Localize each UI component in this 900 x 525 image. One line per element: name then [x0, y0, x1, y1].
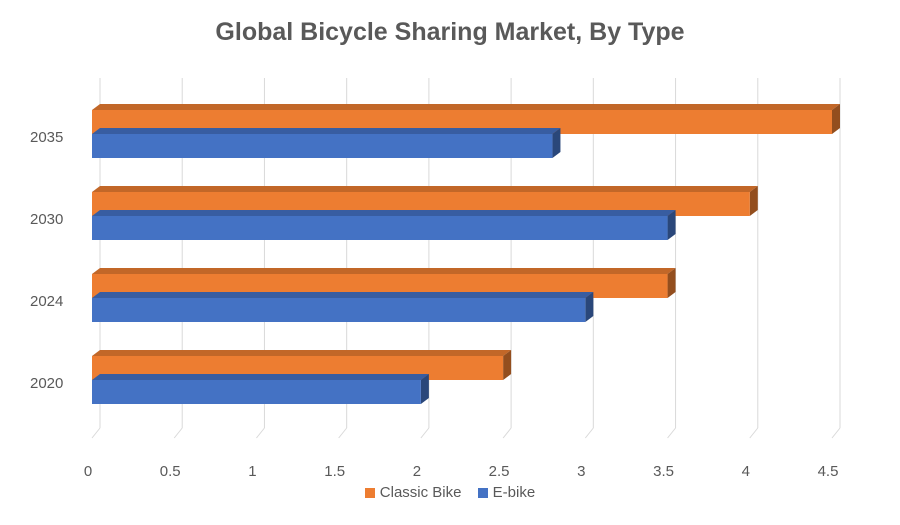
bar-front-face [92, 216, 668, 240]
x-tick-label: 2.5 [489, 463, 510, 480]
legend-label-e-bike: E-bike [492, 484, 536, 501]
legend-swatch-classic-bike [364, 487, 375, 498]
bar-top-face [92, 104, 840, 110]
bar-top-face [92, 186, 758, 192]
bar-top-face [92, 268, 676, 274]
gridline-floor [256, 427, 265, 439]
y-tick-label: 2024 [30, 293, 63, 310]
bar-e-bike-2035 [92, 128, 561, 158]
bar-side-face [420, 374, 429, 404]
legend-label-classic-bike: Classic Bike [379, 484, 462, 501]
bar-top-face [92, 128, 561, 134]
bar-top-face [92, 350, 512, 356]
y-tick-label: 2020 [30, 375, 63, 392]
x-tick-label: 3 [577, 463, 585, 480]
bar-top-face [92, 210, 676, 216]
bar-side-face [585, 292, 594, 322]
x-tick-label: 4.5 [818, 463, 839, 480]
legend-item-classic-bike: Classic Bike [364, 484, 462, 501]
gridline-floor [584, 427, 594, 439]
bar-top-face [92, 374, 429, 380]
x-tick-label: 1 [248, 463, 256, 480]
x-tick-labels: 0 0.5 1 1.5 2 2.5 3 3.5 4 4.5 [84, 463, 839, 480]
x-tick-label: 2 [413, 463, 421, 480]
gridline-floor [749, 427, 759, 439]
bar-top-face [92, 292, 594, 298]
gridline-floor [831, 427, 841, 439]
legend: Classic Bike E-bike [0, 484, 900, 502]
y-tick-label: 2035 [30, 129, 63, 146]
gridline-floor [502, 427, 512, 439]
x-tick-label: 3.5 [653, 463, 674, 480]
gridline-floor [667, 427, 676, 439]
bar-side-face [667, 268, 676, 298]
bar-e-bike-2024 [92, 292, 594, 322]
bar-side-face [832, 104, 840, 134]
legend-swatch-e-bike [477, 487, 488, 498]
bars [92, 104, 840, 404]
bar-e-bike-2030 [92, 210, 676, 240]
gridline-floor [91, 427, 101, 439]
x-tick-label: 1.5 [324, 463, 345, 480]
x-tick-label: 0 [84, 463, 92, 480]
gridline-floor [420, 427, 430, 439]
bar-front-face [92, 134, 553, 158]
x-tick-label: 4 [742, 463, 750, 480]
x-tick-label: 0.5 [160, 463, 181, 480]
bar-front-face [92, 298, 586, 322]
bar-side-face [749, 186, 758, 216]
gridline-floor [338, 427, 348, 439]
bar-side-face [503, 350, 512, 380]
bar-side-face [667, 210, 676, 240]
legend-item-e-bike: E-bike [477, 484, 536, 501]
bar-e-bike-2020 [92, 374, 429, 404]
chart-title: Global Bicycle Sharing Market, By Type [215, 18, 685, 46]
bar-side-face [552, 128, 561, 158]
gridline-floor [173, 427, 183, 439]
bar-front-face [92, 380, 421, 404]
y-tick-label: 2030 [30, 211, 63, 228]
y-tick-labels: 2020 2024 2030 2035 [30, 129, 63, 392]
